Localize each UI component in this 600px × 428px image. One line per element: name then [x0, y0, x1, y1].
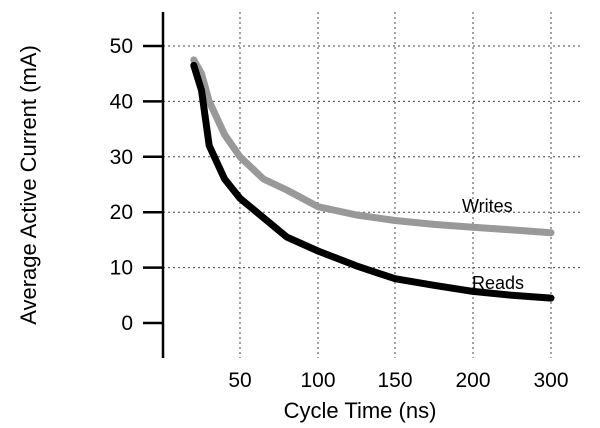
x-axis-title: Cycle Time (ns) [284, 398, 437, 423]
series-label-writes: Writes [462, 196, 513, 216]
series-line-writes [190, 56, 555, 237]
series-line-reads [190, 61, 555, 302]
y-tick-label: 40 [110, 90, 133, 113]
series-label-reads: Reads [472, 273, 524, 293]
series-labels: Writes Reads [462, 196, 524, 293]
y-tick-label: 20 [110, 201, 133, 224]
x-tick-label: 200 [455, 369, 490, 392]
x-tick-label: 300 [533, 369, 568, 392]
y-axis-title: Average Active Current (mA) [16, 45, 41, 325]
x-ticks: 50 100 150 200 300 [228, 369, 568, 392]
y-tick-label: 50 [110, 35, 133, 58]
x-tick-label: 100 [300, 369, 335, 392]
y-ticks: 0 10 20 30 40 50 [110, 35, 163, 335]
x-tick-label: 50 [228, 369, 251, 392]
y-tick-label: 30 [110, 146, 133, 169]
series-lines [190, 56, 555, 302]
x-tick-label: 150 [377, 369, 412, 392]
y-tick-label: 10 [110, 257, 133, 280]
y-tick-label: 0 [121, 312, 133, 335]
